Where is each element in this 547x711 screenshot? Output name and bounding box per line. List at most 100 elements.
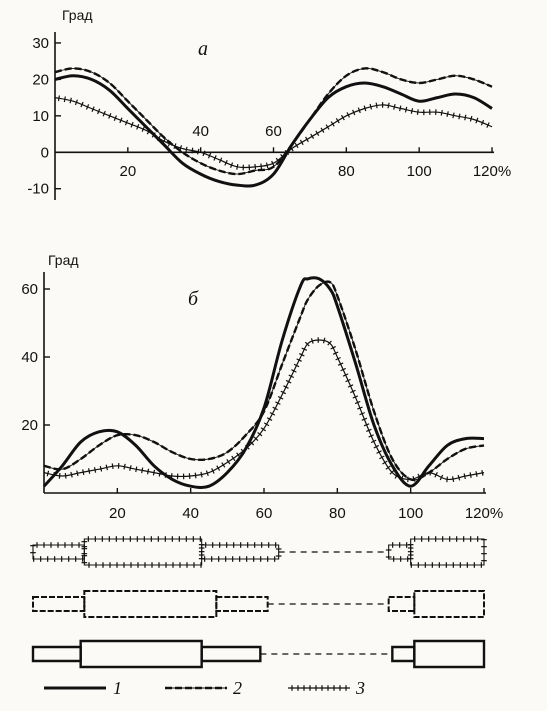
panel-b-series-3-tick — [146, 468, 150, 475]
panel-b-series-3-tick — [221, 462, 226, 468]
panel-b-series-3-tick — [379, 455, 385, 460]
panel-b-series-3-tick — [105, 464, 109, 471]
panel-a-series-3-tick — [202, 150, 206, 157]
panel-b-series-3-tick — [135, 466, 138, 473]
panel-a-series-3-tick — [185, 146, 188, 153]
panel-a-y-tick-label: 10 — [32, 108, 49, 125]
panel-b-series-3-tick — [194, 472, 197, 479]
panel-b-series-3-tick — [129, 465, 132, 471]
panel-a-series-3-tick — [393, 104, 396, 110]
panel-b-series-3-tick — [373, 444, 380, 449]
panel-b-series-3 — [43, 339, 485, 481]
panel-a-series-3-tick — [399, 105, 402, 112]
panel-b-label: б — [188, 288, 199, 310]
panel-a-x-tick-label: 120% — [473, 163, 511, 180]
panel-a-series-3-tick — [346, 112, 350, 118]
panel-a-series-3-tick — [363, 105, 367, 112]
panel-a-series-3-tick — [136, 123, 140, 130]
panel-a-series-1 — [54, 74, 493, 188]
panel-a-series-3-tick — [410, 108, 414, 114]
panel-b-series-3-tick — [123, 463, 126, 470]
panel-a-series-3-tick — [63, 96, 66, 103]
panel-b-series-3-tick — [370, 439, 377, 444]
panel-b-series-3-tick — [335, 356, 341, 361]
panel-a-series-3-tick — [156, 135, 161, 141]
panel-a-y-tick-label: 20 — [32, 71, 49, 88]
panel-a-series-3-tick — [341, 114, 345, 121]
panel-b: 60 40 20 20 40 60 80 100 120% Град б — [21, 252, 503, 522]
panel-b-series-3-tick — [70, 471, 73, 478]
panel-a-series-3-tick — [486, 122, 490, 128]
panel-b-series-3-tick — [141, 467, 144, 474]
panel-b-series-3-tick — [245, 444, 250, 450]
panel-a-series-3-tick — [260, 163, 263, 170]
panel-b-series-3-tick — [357, 406, 363, 410]
panel-a-y-tick-label: 30 — [32, 35, 49, 52]
panel-a-y-tick-label: 0 — [41, 144, 49, 161]
panel-b-series-3-tick — [236, 452, 241, 458]
panel-a-series-3-tick — [275, 157, 281, 163]
panel-b-series-3-tick — [481, 470, 484, 476]
panel-b-series-3-tick — [347, 384, 354, 388]
panel-a-series-3-tick — [230, 162, 234, 168]
panel-a-series-3-tick — [124, 119, 129, 126]
panel-a-series-3-tick — [102, 110, 106, 117]
panel-b-series-3-tick — [394, 473, 399, 479]
panel-a-series-3-tick — [113, 115, 117, 121]
panel-b-x-tick-label: 80 — [329, 505, 346, 522]
panel-a-series-3-tick — [310, 133, 315, 140]
panel-a-series-3-tick — [119, 117, 123, 124]
panel-b-series-3-tick — [350, 389, 356, 394]
panel-a-series-3-tick — [74, 99, 78, 106]
panel-b-series-3-tick — [226, 459, 231, 465]
panel-b-series-3-tick — [52, 472, 55, 478]
panel-b-series-3-tick — [275, 401, 281, 405]
panel-b-series-3-tick — [285, 379, 292, 384]
panel-b-series-3-tick — [340, 367, 346, 372]
panel-b-series-3-tick — [361, 417, 368, 421]
legend-label-3: 3 — [355, 678, 365, 698]
panel-a-series-3-tick — [146, 129, 151, 135]
panel-b-series-3-tick — [429, 469, 432, 476]
panel-a-series-3-tick — [440, 109, 443, 116]
panel-b-series-3-tick — [263, 422, 270, 427]
panel-a-series-3-tick — [97, 108, 101, 115]
panel-a-label: а — [198, 38, 208, 60]
panel-a-series-3-tick — [167, 140, 172, 147]
panel-b-series-1 — [42, 276, 485, 490]
gait-segment-2 — [215, 596, 269, 612]
panel-a-series-3-tick — [280, 154, 285, 159]
panel-b-series-3-tick — [354, 400, 361, 405]
panel-b-series-3-tick — [310, 338, 314, 344]
gait-segment-1 — [31, 645, 82, 663]
panel-b-series-3-tick — [322, 337, 326, 344]
panel-a-series-3-tick — [375, 102, 378, 109]
panel-a-series-3-tick — [236, 163, 239, 170]
panel-a-series-3-tick — [85, 104, 90, 110]
panel-b-x-tick-label: 40 — [182, 505, 199, 522]
panel-b-series-3-tick — [385, 465, 391, 470]
panel-a-series-2-underlay — [54, 67, 493, 175]
panel-b-series-3-tick — [257, 431, 263, 437]
panel-b-series — [42, 276, 485, 490]
gait-segment-2 — [83, 590, 218, 618]
panel-b-series-3-tick — [352, 395, 359, 399]
panel-b-series-3-tick — [291, 369, 297, 373]
panel-a-series-3-tick — [330, 121, 335, 127]
panel-b-series-3-tick — [249, 440, 255, 446]
panel-b-series-3-tick — [363, 423, 370, 427]
panel-a-series-3-tick — [464, 114, 467, 121]
panel-b-series-3-tick — [266, 417, 273, 421]
panel-b-series-3-tick — [439, 474, 444, 481]
panel-b-series-3-tick — [64, 472, 67, 479]
panel-a-series-3-tick — [299, 139, 304, 146]
panel-b-series-3-tick — [327, 340, 332, 346]
panel-a-series-3-tick — [265, 162, 269, 169]
panel-a-series-3-tick — [404, 106, 408, 113]
panel-a-series-3-tick — [305, 136, 309, 143]
panel-b-series-3-tick — [111, 463, 114, 470]
panel-a-series-3-tick — [480, 119, 485, 126]
panel-b-series-3-tick — [451, 476, 455, 482]
panel-b-series-3-tick — [330, 346, 336, 350]
